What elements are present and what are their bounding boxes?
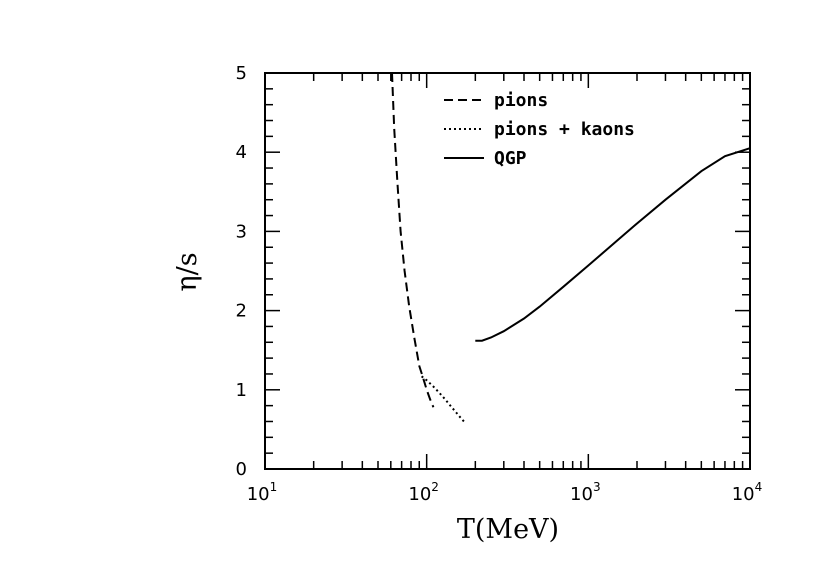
plot-frame — [264, 72, 751, 470]
legend-label: QGP — [494, 148, 527, 169]
legend-label: pions — [494, 90, 548, 111]
series-line-pions-kaons — [420, 375, 465, 423]
tick-marks — [264, 72, 750, 470]
y-tick-label: 5 — [236, 63, 247, 84]
series-line-pions — [391, 72, 435, 408]
y-tick-label: 1 — [236, 380, 247, 401]
series-line-qgp — [475, 147, 751, 342]
legend: pions pions + kaons QGP — [444, 90, 635, 169]
x-tick-label: 102 — [408, 480, 439, 505]
tick-labels: 101 102 103 104 0 1 2 3 4 5 — [236, 63, 763, 505]
y-axis-title: η/s — [172, 252, 203, 291]
y-tick-label: 3 — [236, 221, 247, 242]
y-tick-label: 0 — [236, 459, 247, 480]
legend-label: pions + kaons — [494, 119, 635, 140]
y-tick-label: 4 — [236, 142, 247, 163]
x-axis-title: T(MeV) — [457, 514, 559, 545]
x-tick-label: 101 — [247, 480, 278, 505]
x-tick-label: 104 — [732, 480, 763, 505]
y-tick-label: 2 — [236, 301, 247, 322]
x-tick-label: 103 — [570, 480, 601, 505]
series-lines — [391, 72, 751, 423]
